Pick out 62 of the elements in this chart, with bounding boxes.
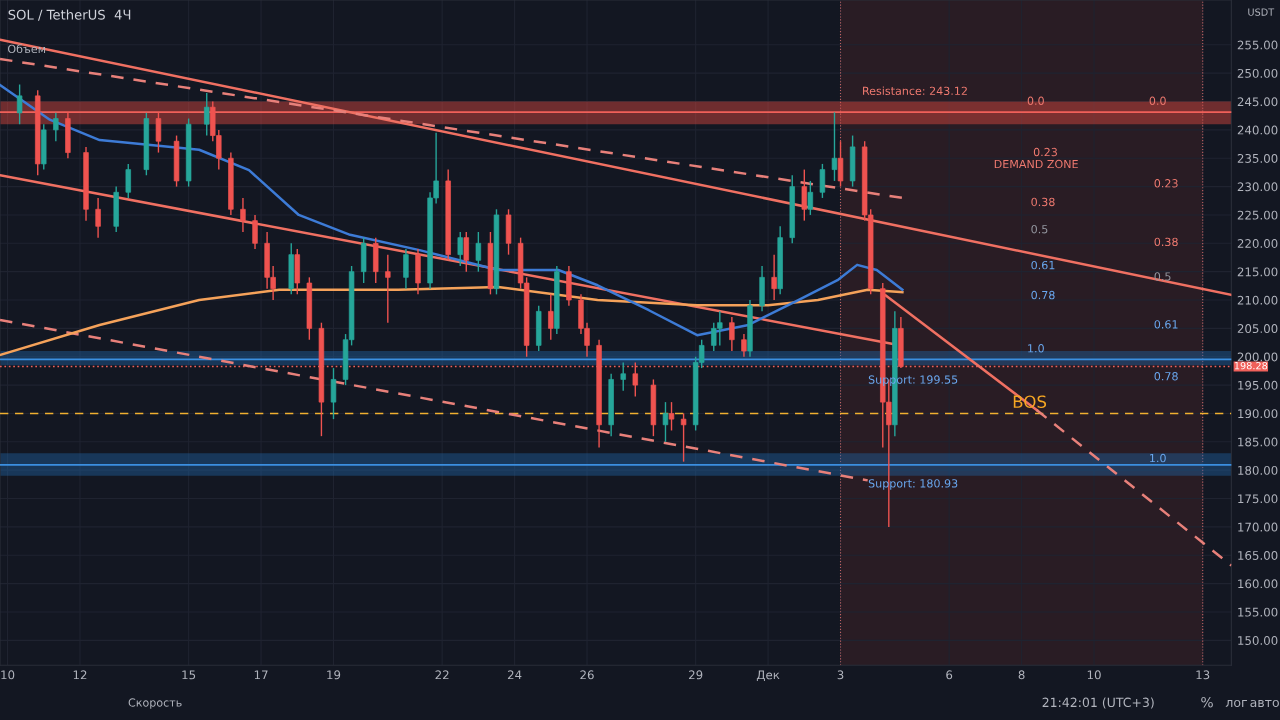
x-tick-label: 10 xyxy=(1087,670,1101,680)
x-tick-label: 13 xyxy=(1196,670,1210,680)
x-tick-label: 8 xyxy=(1018,670,1025,680)
annotation: 0.5 xyxy=(1031,225,1048,234)
y-tick-label: 230.00 xyxy=(1237,182,1278,192)
y-tick-label: 190.00 xyxy=(1238,409,1278,419)
x-tick-label: 3 xyxy=(837,670,844,680)
x-tick-label: Дек xyxy=(756,670,780,681)
y-tick-label: 150.00 xyxy=(1238,636,1278,645)
y-tick-label: 180.00 xyxy=(1238,465,1278,475)
y-tick-label: 205.00 xyxy=(1237,324,1278,334)
y-tick-label: 210.00 xyxy=(1237,295,1278,305)
annotation: 1.0 xyxy=(1150,453,1166,463)
ref-line-label: 198.28 xyxy=(1234,361,1268,370)
x-tick-label: 26 xyxy=(580,670,594,680)
y-tick-label: 225.00 xyxy=(1237,210,1278,220)
text: 21:42:01 (UTC+3) xyxy=(1042,697,1154,709)
annotation: 0.38 xyxy=(1154,237,1178,247)
y-tick-label: 195.00 xyxy=(1238,380,1278,390)
annotation: 0.23 xyxy=(1033,147,1057,157)
annotation: 0.38 xyxy=(1031,197,1055,207)
text: авто xyxy=(1250,699,1279,708)
y-tick-label: 255.00 xyxy=(1237,40,1278,50)
annotation: 0.61 xyxy=(1154,320,1178,329)
annotation: 0.78 xyxy=(1031,290,1055,300)
x-tick-label: 15 xyxy=(182,670,196,680)
y-tick-label: 215.00 xyxy=(1237,267,1278,277)
y-tick-label: 170.00 xyxy=(1238,522,1278,532)
annotation: 1.0 xyxy=(1028,344,1044,353)
y-tick-label: 165.00 xyxy=(1238,550,1278,560)
text: SOL / TetherUS 4Ч xyxy=(8,9,131,21)
y-tick-label: 175.00 xyxy=(1238,494,1278,504)
y-tick-label: 160.00 xyxy=(1238,579,1278,589)
x-tick-label: 22 xyxy=(435,670,449,680)
text: Скорость xyxy=(128,698,182,709)
text: % xyxy=(1201,696,1213,708)
x-tick-label: 6 xyxy=(946,670,953,680)
annotation: Resistance: 243.12 xyxy=(863,86,967,96)
x-tick-label: 12 xyxy=(73,670,87,680)
x-tick-label: 17 xyxy=(254,670,268,680)
x-tick-label: 29 xyxy=(689,670,703,680)
x-tick-label: 19 xyxy=(327,670,341,680)
x-tick-label: 10 xyxy=(1,670,15,680)
text: лог xyxy=(1225,699,1247,708)
x-tick-label: 24 xyxy=(507,670,522,680)
y-tick-label: 200.00 xyxy=(1237,352,1278,362)
annotation: 0.5 xyxy=(1154,272,1171,281)
annotation: 0.23 xyxy=(1154,179,1178,188)
annotation: Объем xyxy=(8,44,46,54)
y-tick-label: 245.00 xyxy=(1237,97,1278,107)
y-tick-label: 185.00 xyxy=(1238,437,1278,447)
annotation: 0.0 xyxy=(1027,96,1044,106)
annotation: 0.78 xyxy=(1154,372,1178,381)
annotation: 0.0 xyxy=(1149,96,1166,106)
y-tick-label: 235.00 xyxy=(1237,153,1278,163)
annotation: DEMAND ZONE xyxy=(994,159,1078,169)
y-tick-label: 240.00 xyxy=(1237,125,1278,135)
y-tick-label: 250.00 xyxy=(1237,68,1278,78)
y-tick-label: 155.00 xyxy=(1238,607,1278,617)
y-tick-label: 220.00 xyxy=(1237,239,1278,248)
text: USDT xyxy=(1248,8,1275,16)
annotation: 0.61 xyxy=(1031,260,1055,270)
